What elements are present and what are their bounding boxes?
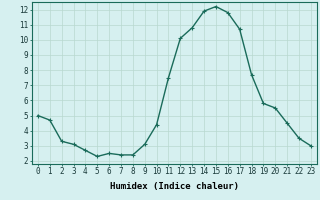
X-axis label: Humidex (Indice chaleur): Humidex (Indice chaleur) <box>110 182 239 191</box>
